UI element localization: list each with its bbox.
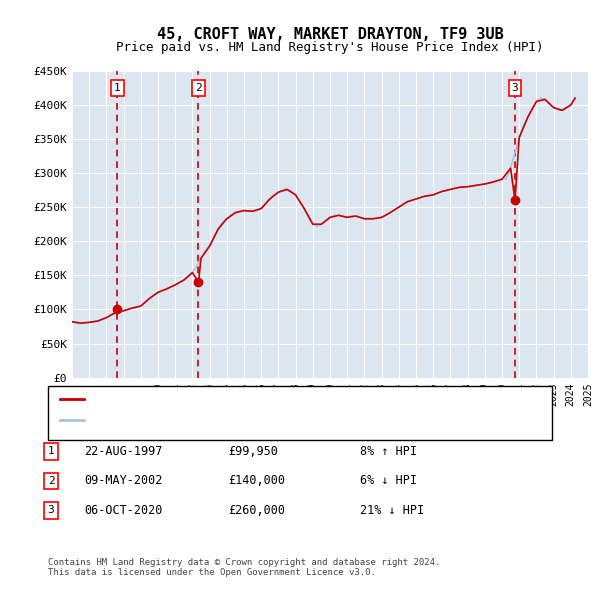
Text: £140,000: £140,000 xyxy=(228,474,285,487)
Text: £260,000: £260,000 xyxy=(228,504,285,517)
Text: Price paid vs. HM Land Registry's House Price Index (HPI): Price paid vs. HM Land Registry's House … xyxy=(116,41,544,54)
Text: 22-AUG-1997: 22-AUG-1997 xyxy=(84,445,163,458)
Text: 1: 1 xyxy=(114,83,121,93)
Text: 45, CROFT WAY, MARKET DRAYTON, TF9 3UB: 45, CROFT WAY, MARKET DRAYTON, TF9 3UB xyxy=(157,27,503,41)
Text: 21% ↓ HPI: 21% ↓ HPI xyxy=(360,504,424,517)
Text: 45, CROFT WAY, MARKET DRAYTON, TF9 3UB (detached house): 45, CROFT WAY, MARKET DRAYTON, TF9 3UB (… xyxy=(90,395,420,404)
Text: 2: 2 xyxy=(47,476,55,486)
Text: 8% ↑ HPI: 8% ↑ HPI xyxy=(360,445,417,458)
Text: HPI: Average price, detached house, Shropshire: HPI: Average price, detached house, Shro… xyxy=(90,415,366,425)
Text: 1: 1 xyxy=(47,447,55,456)
Text: 6% ↓ HPI: 6% ↓ HPI xyxy=(360,474,417,487)
Text: 09-MAY-2002: 09-MAY-2002 xyxy=(84,474,163,487)
Text: 06-OCT-2020: 06-OCT-2020 xyxy=(84,504,163,517)
Text: 3: 3 xyxy=(47,506,55,515)
Text: Contains HM Land Registry data © Crown copyright and database right 2024.
This d: Contains HM Land Registry data © Crown c… xyxy=(48,558,440,577)
Text: 2: 2 xyxy=(195,83,202,93)
Text: 3: 3 xyxy=(512,83,518,93)
Text: £99,950: £99,950 xyxy=(228,445,278,458)
